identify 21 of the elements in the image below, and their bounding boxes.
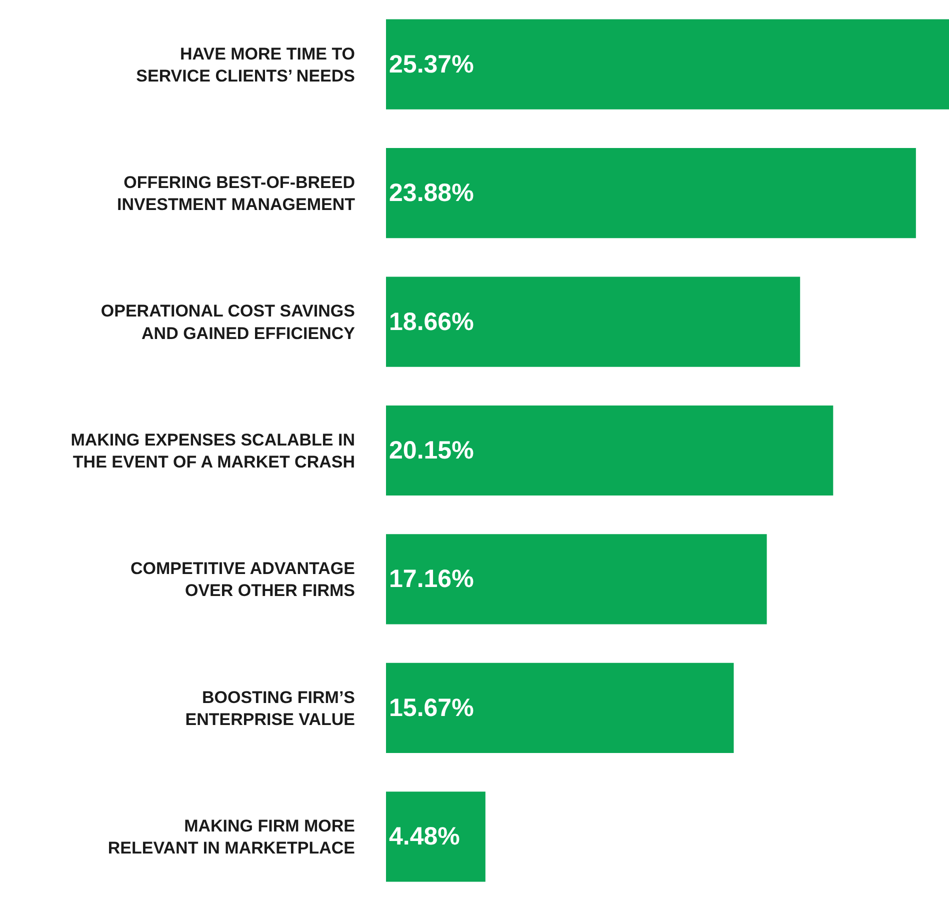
- y-tick-label: HAVE MORE TIME TO SERVICE CLIENTS’ NEEDS: [136, 44, 355, 86]
- bar: [386, 792, 486, 882]
- y-tick-label: OFFERING BEST-OF-BREED INVESTMENT MANAGEMENT: [117, 172, 356, 214]
- data-label: 20.15%: [389, 436, 474, 464]
- data-label: 23.88%: [389, 179, 474, 208]
- y-tick-label: MAKING FIRM MORE RELEVANT IN MARKETPLACE: [108, 816, 355, 858]
- bar: [386, 534, 767, 624]
- y-tick-label: COMPETITIVE ADVANTAGE OVER OTHER FIRMS: [130, 559, 355, 600]
- y-tick-label: MAKING EXPENSES SCALABLE IN THE EVENT OF A MARKET CRASH: [70, 430, 355, 472]
- y-tick-label: BOOSTING FIRM’S ENTERPRISE VALUE: [185, 688, 355, 729]
- data-label: 18.66%: [389, 308, 474, 336]
- bar: [386, 276, 800, 367]
- bar: [386, 405, 834, 496]
- data-label: 15.67%: [389, 694, 474, 722]
- bar: [386, 19, 949, 110]
- bar: [386, 662, 734, 753]
- data-label: 25.37%: [389, 50, 474, 78]
- data-label: 4.48%: [389, 822, 460, 851]
- y-tick-label: OPERATIONAL COST SAVINGS AND GAINED EFFICIENCY: [100, 302, 356, 343]
- bar: [386, 148, 916, 238]
- data-label: 17.16%: [389, 565, 474, 594]
